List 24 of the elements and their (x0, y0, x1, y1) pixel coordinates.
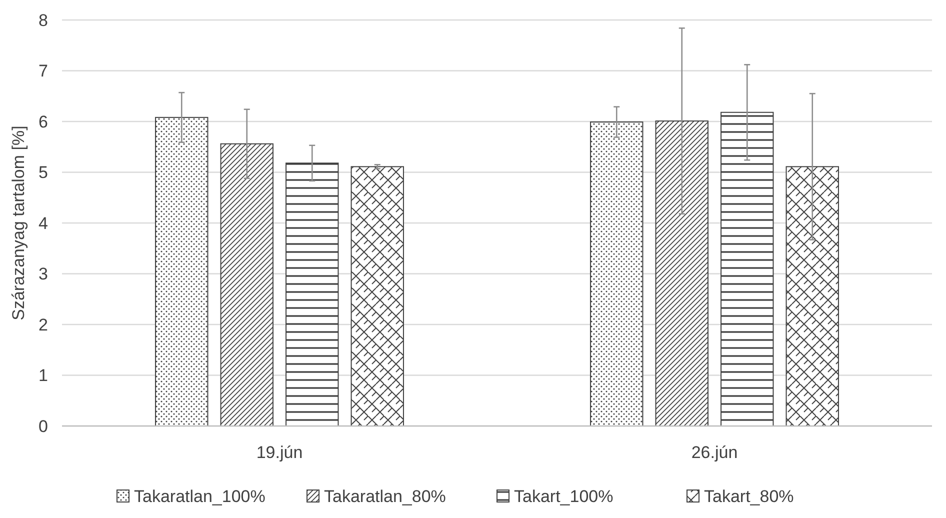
bar (655, 120, 708, 426)
y-tick-label: 7 (38, 62, 48, 81)
y-tick-label: 6 (38, 112, 48, 132)
bar (286, 162, 339, 426)
x-tick-label: 26.jún (691, 443, 738, 462)
legend-label: Takaratlan_100% (134, 486, 266, 506)
y-tick-label: 4 (38, 214, 48, 233)
y-tick-label: 5 (38, 163, 48, 182)
y-tick-label: 1 (38, 366, 48, 386)
y-tick-label: 0 (38, 416, 48, 436)
bar (590, 122, 644, 426)
y-tick-label: 2 (38, 315, 48, 334)
bar (155, 116, 208, 426)
bar (350, 166, 404, 426)
y-tick-label: 8 (38, 10, 48, 30)
x-tick-label: 19.jún (256, 443, 303, 462)
y-axis-title: Szárazanyag tartalom [%] (9, 126, 28, 320)
legend-label: Takart_80% (704, 486, 794, 506)
bar (786, 166, 839, 426)
bar (720, 112, 774, 426)
legend-label: Takaratlan_80% (324, 486, 446, 506)
y-tick-label: 3 (38, 264, 48, 284)
legend-label: Takart_100% (514, 486, 614, 506)
bar (220, 143, 274, 426)
